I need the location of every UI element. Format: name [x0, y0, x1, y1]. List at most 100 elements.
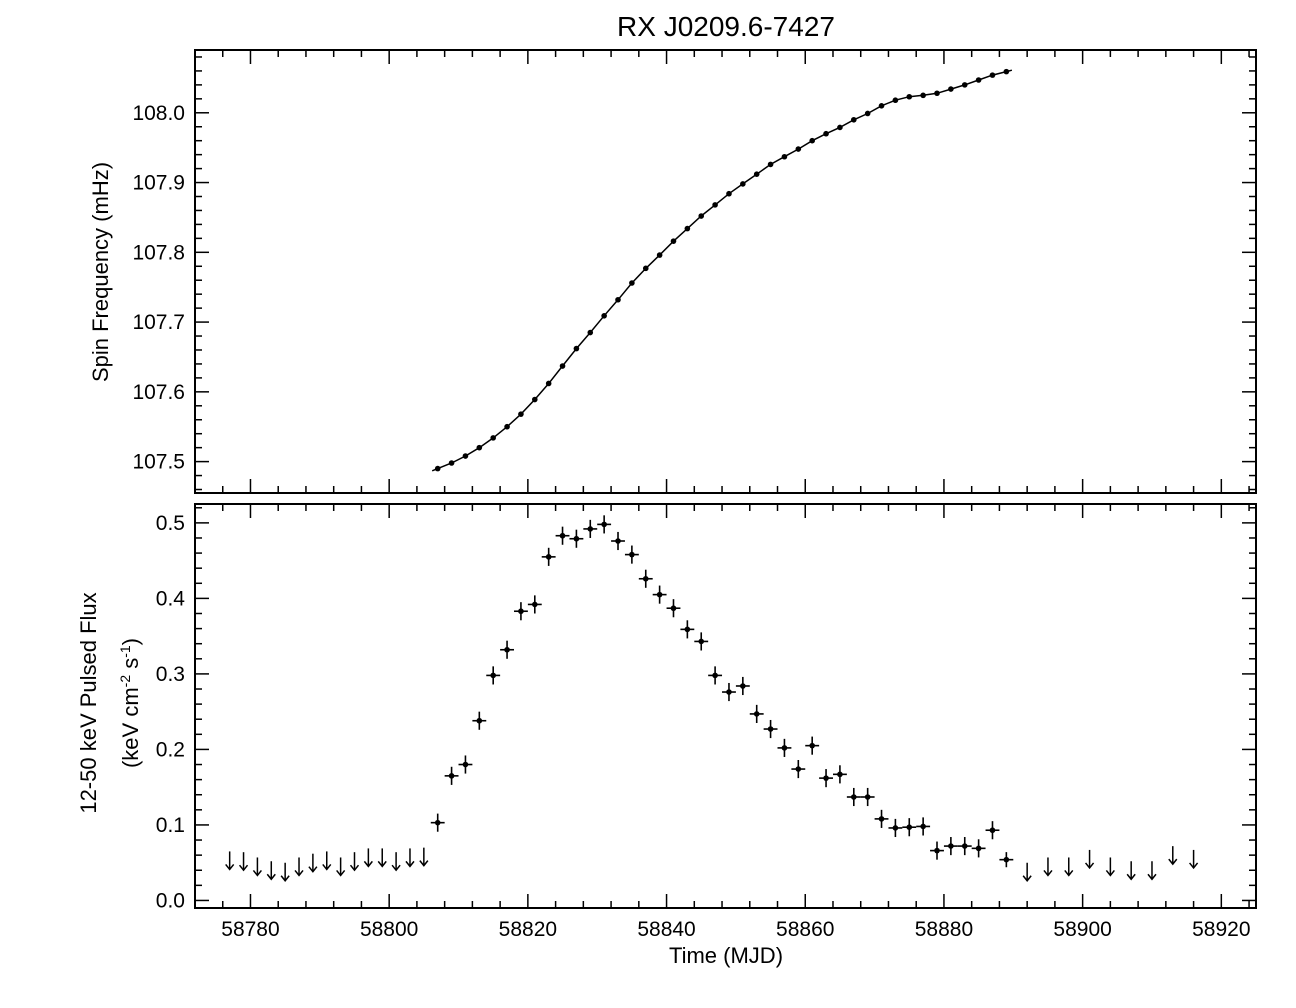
spin-frequency-series [431, 68, 1013, 472]
x-tick-label: 58820 [499, 918, 557, 941]
flux-data-point [735, 676, 750, 696]
flux-marker [490, 672, 496, 679]
flux-upper-limit [308, 853, 318, 873]
x-tick-label: 58920 [1192, 918, 1250, 941]
spin-frequency-point [781, 153, 788, 160]
top-y-tick-label: 107.6 [132, 381, 185, 404]
flux-upper-limit [349, 852, 360, 872]
flux-marker [587, 526, 594, 532]
flux-marker [823, 775, 829, 781]
spin-frequency-point [656, 252, 663, 258]
flux-marker [906, 824, 913, 830]
flux-upper-limit [391, 852, 401, 872]
upper-limit-arrowhead [308, 866, 318, 873]
flux-data-point [888, 818, 903, 838]
upper-limit-arrowhead [1126, 873, 1136, 881]
spin-frequency-point [559, 363, 566, 369]
flux-data-point [652, 585, 667, 604]
flux-marker [767, 726, 774, 732]
flux-upper-limit [266, 861, 276, 881]
flux-marker [698, 638, 705, 645]
upper-limit-arrowhead [363, 860, 373, 868]
flux-data-point [846, 787, 861, 807]
top-panel-ticks [195, 50, 1256, 493]
flux-data-point [874, 809, 889, 828]
upper-limit-arrowhead [391, 864, 401, 872]
flux-marker [545, 554, 552, 560]
flux-data-point [749, 704, 764, 723]
flux-marker [989, 827, 996, 834]
flux-data-point [722, 682, 736, 702]
flux-data-point [999, 852, 1014, 868]
flux-marker [476, 717, 483, 724]
flux-data-point [971, 839, 986, 858]
flux-data-point [486, 666, 501, 685]
flux-marker [629, 551, 635, 558]
spin-frequency-point [823, 130, 829, 137]
bottom-y-tick-label: 0.0 [156, 889, 185, 912]
flux-marker [531, 601, 538, 608]
bottom-y-tick-label: 0.2 [156, 738, 185, 761]
upper-limit-arrowhead [1022, 875, 1032, 882]
flux-upper-limit [405, 848, 415, 868]
spin-frequency-point [920, 92, 926, 99]
flux-upper-limit [225, 851, 235, 871]
flux-marker [920, 823, 926, 830]
flux-marker [850, 794, 857, 800]
spin-frequency-point [698, 213, 705, 219]
spin-frequency-point [961, 82, 968, 88]
spin-frequency-point [615, 296, 621, 303]
flux-upper-limit [1064, 857, 1074, 877]
flux-upper-limit [294, 857, 304, 877]
flux-marker [961, 843, 968, 849]
flux-marker [975, 845, 982, 852]
flux-data-point [624, 545, 639, 564]
spin-frequency-point [642, 265, 649, 272]
flux-upper-limit [1084, 849, 1095, 870]
flux-data-point [527, 595, 542, 614]
flux-data-point [569, 529, 584, 548]
spin-frequency-point [545, 380, 552, 387]
flux-marker [837, 771, 843, 778]
bottom-y-tick-label: 0.4 [156, 587, 186, 610]
upper-limit-arrowhead [266, 873, 276, 881]
upper-limit-arrowhead [1189, 862, 1199, 870]
flux-marker [434, 819, 441, 826]
spin-frequency-point [948, 86, 954, 92]
flux-data-point [930, 841, 944, 860]
upper-limit-arrowhead [1084, 862, 1095, 870]
spin-frequency-point [434, 465, 441, 472]
flux-data-point [611, 531, 625, 551]
flux-data-point [458, 755, 473, 774]
flux-marker [892, 825, 899, 831]
flux-data-point [957, 837, 972, 856]
top-y-tick-labels: 107.5 107.6 107.7 107.8 107.9 108.0 [132, 102, 185, 474]
spin-frequency-point [767, 161, 774, 168]
flux-upper-limit [322, 851, 332, 871]
upper-limit-arrowhead [336, 869, 346, 877]
flux-upper-limit [1105, 857, 1115, 877]
upper-limit-arrowhead [419, 860, 429, 867]
spin-frequency-point [892, 97, 899, 104]
flux-upper-limit [336, 857, 346, 877]
x-tick-label: 58880 [915, 918, 973, 941]
flux-marker [615, 538, 621, 544]
flux-data-point [597, 515, 612, 534]
flux-marker [656, 591, 663, 598]
spin-frequency-point [795, 146, 802, 152]
flux-data-point [916, 817, 931, 836]
flux-data-point [902, 818, 917, 837]
upper-limit-arrowhead [238, 864, 249, 872]
flux-data-point [708, 666, 723, 685]
flux-upper-limit [280, 862, 290, 882]
spin-frequency-point [490, 435, 496, 441]
flux-upper-limit [419, 847, 429, 867]
spin-frequency-point [504, 423, 510, 430]
flux-upper-limit [238, 852, 249, 872]
flux-marker [448, 773, 455, 779]
flux-data-point [694, 632, 709, 651]
upper-limit-arrowhead [405, 860, 415, 868]
flux-data-point [943, 837, 958, 856]
flux-marker [601, 521, 607, 528]
